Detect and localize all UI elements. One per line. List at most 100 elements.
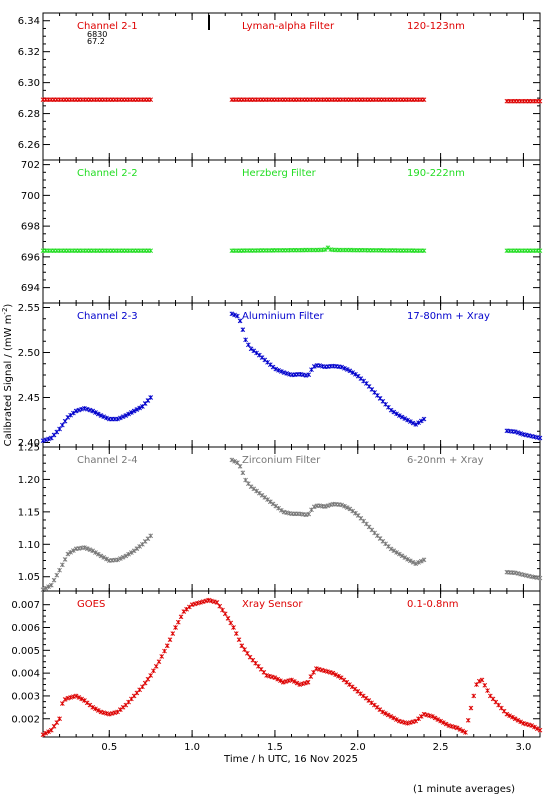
data-point <box>76 407 82 413</box>
data-point <box>101 555 107 560</box>
x-tick-label: 2.5 <box>433 742 449 753</box>
data-point <box>117 415 123 421</box>
data-point <box>137 405 142 411</box>
data-point <box>267 673 272 679</box>
data-point <box>79 696 84 702</box>
data-point <box>40 438 46 444</box>
data-point <box>76 695 82 700</box>
y-tick-label: 0.002 <box>11 714 40 725</box>
data-point <box>281 370 287 375</box>
data-point <box>126 411 131 417</box>
data-point <box>40 732 46 738</box>
data-point <box>350 508 355 514</box>
data-point <box>405 720 410 726</box>
data-series-segment <box>40 395 154 444</box>
data-point <box>278 369 284 374</box>
data-point <box>73 693 79 699</box>
data-point <box>259 492 265 498</box>
data-point <box>286 678 292 684</box>
data-point <box>148 97 154 102</box>
data-point <box>54 572 60 578</box>
data-series-segment <box>229 457 427 567</box>
data-point <box>306 372 312 378</box>
data-point <box>84 406 90 412</box>
annotation-text: 67.2 <box>87 37 105 46</box>
data-point <box>416 420 421 425</box>
data-point <box>106 711 112 717</box>
data-point <box>151 668 156 674</box>
panel-frame <box>42 12 541 161</box>
data-point <box>394 411 399 417</box>
data-point <box>60 701 65 706</box>
data-point <box>532 724 537 730</box>
data-point <box>148 248 154 254</box>
data-point <box>380 709 385 715</box>
data-point <box>465 717 471 723</box>
y-tick-label: 6.26 <box>18 140 40 151</box>
data-point <box>65 551 71 557</box>
y-tick-label: 6.30 <box>18 78 40 89</box>
x-tick-label: 2.0 <box>350 742 366 753</box>
data-point <box>353 510 358 516</box>
y-tick-label: 1.15 <box>18 507 40 518</box>
data-point <box>283 679 289 684</box>
y-tick-label: 6.32 <box>18 47 40 58</box>
data-point <box>245 651 250 656</box>
data-point <box>240 327 246 333</box>
data-point <box>175 619 181 625</box>
data-point <box>93 706 98 712</box>
data-point <box>397 551 402 557</box>
data-point <box>48 727 54 733</box>
data-point <box>142 680 148 686</box>
data-point <box>391 409 397 415</box>
data-point <box>317 363 323 368</box>
data-series-segment <box>504 98 543 104</box>
data-point <box>336 673 341 679</box>
data-point <box>167 637 173 642</box>
data-point <box>79 406 84 412</box>
panel-label: 190-222nm <box>407 168 465 179</box>
y-axis-label: Calibrated Signal / (mW m-2) <box>1 304 14 447</box>
data-point <box>43 585 49 591</box>
y-tick-label: 2.40 <box>18 438 40 449</box>
data-point <box>322 247 328 252</box>
data-point <box>220 607 225 613</box>
data-point <box>48 582 54 588</box>
data-point <box>62 697 68 702</box>
data-point <box>104 711 109 716</box>
data-point <box>485 688 490 693</box>
data-point <box>518 719 523 725</box>
data-point <box>515 430 521 435</box>
data-series-segment <box>504 569 543 581</box>
data-point <box>178 614 184 620</box>
y-tick-label: 0.005 <box>11 646 40 657</box>
data-point <box>446 723 452 728</box>
data-point <box>407 558 413 564</box>
data-point <box>347 368 353 374</box>
data-point <box>68 549 73 555</box>
data-point <box>87 407 93 413</box>
data-point <box>209 598 214 604</box>
data-point <box>225 616 231 621</box>
data-point <box>248 484 254 490</box>
data-point <box>397 413 402 418</box>
y-tick-label: 700 <box>21 191 40 202</box>
data-point <box>240 470 246 476</box>
data-point <box>457 727 463 732</box>
data-point <box>71 548 76 553</box>
data-point <box>410 420 416 426</box>
data-point <box>300 681 305 687</box>
data-point <box>291 679 297 684</box>
data-point <box>251 486 257 492</box>
data-point <box>394 717 399 722</box>
data-point <box>325 245 331 250</box>
panel-label: Herzberg Filter <box>242 168 317 179</box>
data-point <box>98 553 104 559</box>
data-point <box>51 724 57 729</box>
data-point <box>62 557 68 562</box>
data-series-segment <box>504 248 543 254</box>
data-point <box>394 550 399 555</box>
data-point <box>322 504 328 509</box>
data-point <box>438 718 443 724</box>
data-point <box>413 561 419 567</box>
